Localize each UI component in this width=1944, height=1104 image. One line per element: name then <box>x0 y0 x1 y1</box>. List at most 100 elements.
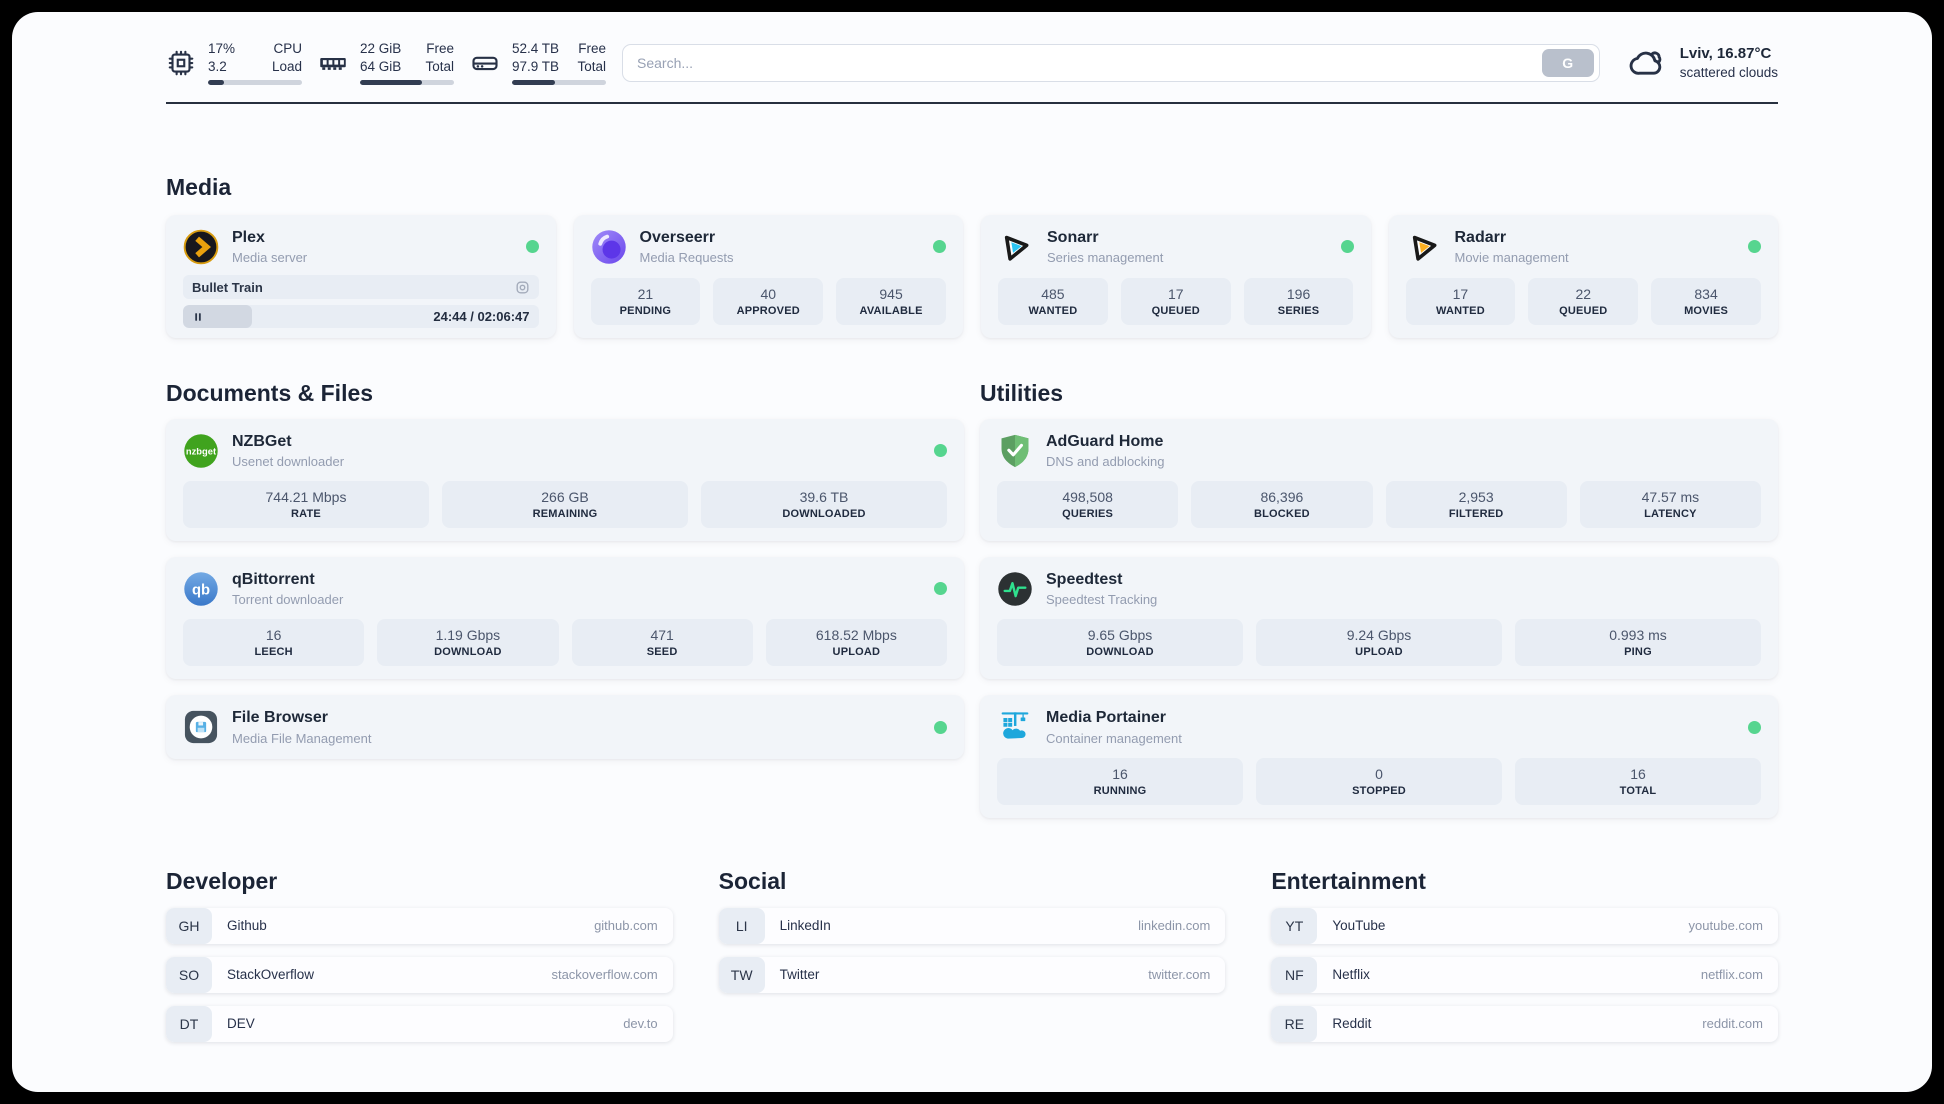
weather-condition: scattered clouds <box>1679 65 1778 81</box>
svg-text:nzbget: nzbget <box>186 446 216 456</box>
app-card-filebrowser[interactable]: File Browser Media File Management <box>166 695 964 759</box>
section-title-developer: Developer <box>166 867 278 894</box>
app-name: Plex <box>232 229 265 247</box>
ram-icon <box>320 57 346 70</box>
app-name: Speedtest <box>1046 571 1123 589</box>
stat-total: 16 TOTAL <box>1515 757 1761 805</box>
app-card-portainer[interactable]: Media Portainer Container management 16 … <box>980 695 1778 818</box>
app-subtitle: Torrent downloader <box>232 592 344 608</box>
memory-progress-fill <box>360 80 423 86</box>
bookmark-youtube[interactable]: YT YouTube youtube.com <box>1271 907 1778 944</box>
playback-progressbar[interactable]: 24:44 / 02:06:47 <box>183 305 539 329</box>
qbittorrent-icon: qb <box>184 572 218 606</box>
reddit-icon: RE <box>1271 1005 1318 1042</box>
app-name: File Browser <box>232 709 329 727</box>
stat-blocked: 86,396 BLOCKED <box>1191 481 1373 529</box>
app-card-sonarr[interactable]: Sonarr Series management 485 WANTED 17 Q… <box>981 215 1371 339</box>
filebrowser-icon <box>184 710 218 744</box>
playback-time: 24:44 / 02:06:47 <box>433 309 530 325</box>
app-name: NZBGet <box>232 433 292 451</box>
dev-icon: DT <box>166 1005 212 1042</box>
stat-running: 16 RUNNING <box>997 757 1243 805</box>
stat-download: 1.19 Gbps DOWNLOAD <box>377 619 559 667</box>
stat-approved: 40 APPROVED <box>713 278 824 326</box>
app-subtitle: DNS and adblocking <box>1046 454 1165 470</box>
stat-wanted: 17 WANTED <box>1405 278 1516 326</box>
cpu-values: 17% 3.2 <box>208 41 236 74</box>
now-playing-title: Bullet Train <box>192 279 263 295</box>
bookmark-twitter[interactable]: TW Twitter twitter.com <box>718 956 1226 993</box>
netflix-icon: NF <box>1271 956 1318 993</box>
app-card-plex[interactable]: Plex Media server Bullet Train <box>166 215 556 339</box>
weather-location-temp: Lviv, 16.87°C <box>1679 45 1772 63</box>
search-bar[interactable]: G <box>622 43 1600 82</box>
status-dot <box>934 444 947 458</box>
status-dot <box>934 582 947 596</box>
app-card-overseerr[interactable]: Overseerr Media Requests 21 PENDING 40 A… <box>573 215 963 339</box>
bookmark-linkedin[interactable]: LI LinkedIn linkedin.com <box>718 907 1226 944</box>
disk-values: 52.4 TB 97.9 TB <box>512 41 560 74</box>
bookmark-reddit[interactable]: RE Reddit reddit.com <box>1271 1005 1778 1042</box>
bookmark-stackoverflow[interactable]: SO StackOverflow stackoverflow.com <box>166 956 673 993</box>
svg-text:qb: qb <box>192 582 210 598</box>
app-subtitle: Media File Management <box>232 730 372 746</box>
sonarr-icon <box>1004 235 1029 261</box>
twitter-icon: TW <box>718 956 765 993</box>
pause-icon[interactable] <box>192 311 204 323</box>
cpu-icon <box>168 50 194 75</box>
section-title-media: Media <box>166 174 232 201</box>
search-input[interactable] <box>637 54 1542 71</box>
stat-stopped: 0 STOPPED <box>1256 757 1502 805</box>
app-subtitle: Media Requests <box>639 250 734 266</box>
stat-leech: 16 LEECH <box>183 619 365 667</box>
bookmark-netflix[interactable]: NF Netflix netflix.com <box>1271 956 1778 993</box>
status-dot <box>1340 240 1354 254</box>
bookmark-github[interactable]: GH Github github.com <box>166 907 673 944</box>
stat-rate: 744.21 Mbps RATE <box>183 481 429 529</box>
status-dot <box>1748 240 1761 254</box>
radarr-icon <box>1412 235 1436 261</box>
status-dot <box>1748 720 1761 734</box>
section-title-documents: Documents & Files <box>166 380 374 407</box>
media-grid: Plex Media server Bullet Train <box>166 215 1778 339</box>
app-subtitle: Speedtest Tracking <box>1046 592 1158 608</box>
nzbget-icon: nzbget <box>184 433 218 468</box>
app-card-radarr[interactable]: Radarr Movie management 17 WANTED 22 QUE… <box>1388 215 1778 339</box>
utilities-column: Utilities AdGuard Home DNS and adblockin… <box>980 380 1778 818</box>
stat-queued: 17 QUEUED <box>1120 278 1231 326</box>
app-subtitle: Movie management <box>1454 250 1569 266</box>
stat-queries: 498,508 QUERIES <box>997 481 1179 529</box>
section-title-utilities: Utilities <box>980 380 1064 407</box>
disk-labels: Free Total <box>577 41 606 74</box>
plex-icon <box>183 229 219 264</box>
disk-stat: 52.4 TB 97.9 TB Free Total <box>470 40 606 86</box>
cpu-labels: CPU Load <box>271 41 302 74</box>
github-icon: GH <box>166 907 212 944</box>
cast-icon[interactable] <box>515 280 530 295</box>
linkedin-icon: LI <box>718 907 765 944</box>
weather-widget: Lviv, 16.87°C scattered clouds <box>1626 44 1778 82</box>
portainer-icon <box>1001 712 1029 739</box>
header-divider <box>166 102 1778 105</box>
stat-download: 9.65 Gbps DOWNLOAD <box>997 619 1243 667</box>
app-card-speedtest[interactable]: Speedtest Speedtest Tracking 9.65 Gbps D… <box>980 557 1778 680</box>
stat-upload: 9.24 Gbps UPLOAD <box>1256 619 1502 667</box>
memory-stat: 22 GiB 64 GiB Free Total <box>318 40 454 86</box>
app-card-qbittorrent[interactable]: qb qBittorrent Torrent downloader 16 LEE… <box>166 557 964 680</box>
app-card-nzbget[interactable]: nzbget NZBGet Usenet downloader 744.21 M… <box>166 419 964 542</box>
cpu-stat: 17% 3.2 CPU Load <box>166 40 302 86</box>
search-engine-button[interactable]: G <box>1541 48 1594 77</box>
stat-queued: 22 QUEUED <box>1528 278 1639 326</box>
app-subtitle: Media server <box>232 250 308 266</box>
status-dot <box>525 240 539 254</box>
youtube-icon: YT <box>1271 907 1318 944</box>
bookmark-dev[interactable]: DT DEV dev.to <box>166 1005 673 1042</box>
overseerr-icon <box>591 229 626 264</box>
stat-wanted: 485 WANTED <box>998 278 1108 326</box>
stackoverflow-icon: SO <box>166 956 212 993</box>
status-dot <box>934 720 947 734</box>
header: 17% 3.2 CPU Load <box>166 40 1778 86</box>
speedtest-icon <box>998 572 1032 606</box>
app-card-adguard[interactable]: AdGuard Home DNS and adblocking 498,508 … <box>980 419 1778 542</box>
app-name: AdGuard Home <box>1046 433 1164 451</box>
